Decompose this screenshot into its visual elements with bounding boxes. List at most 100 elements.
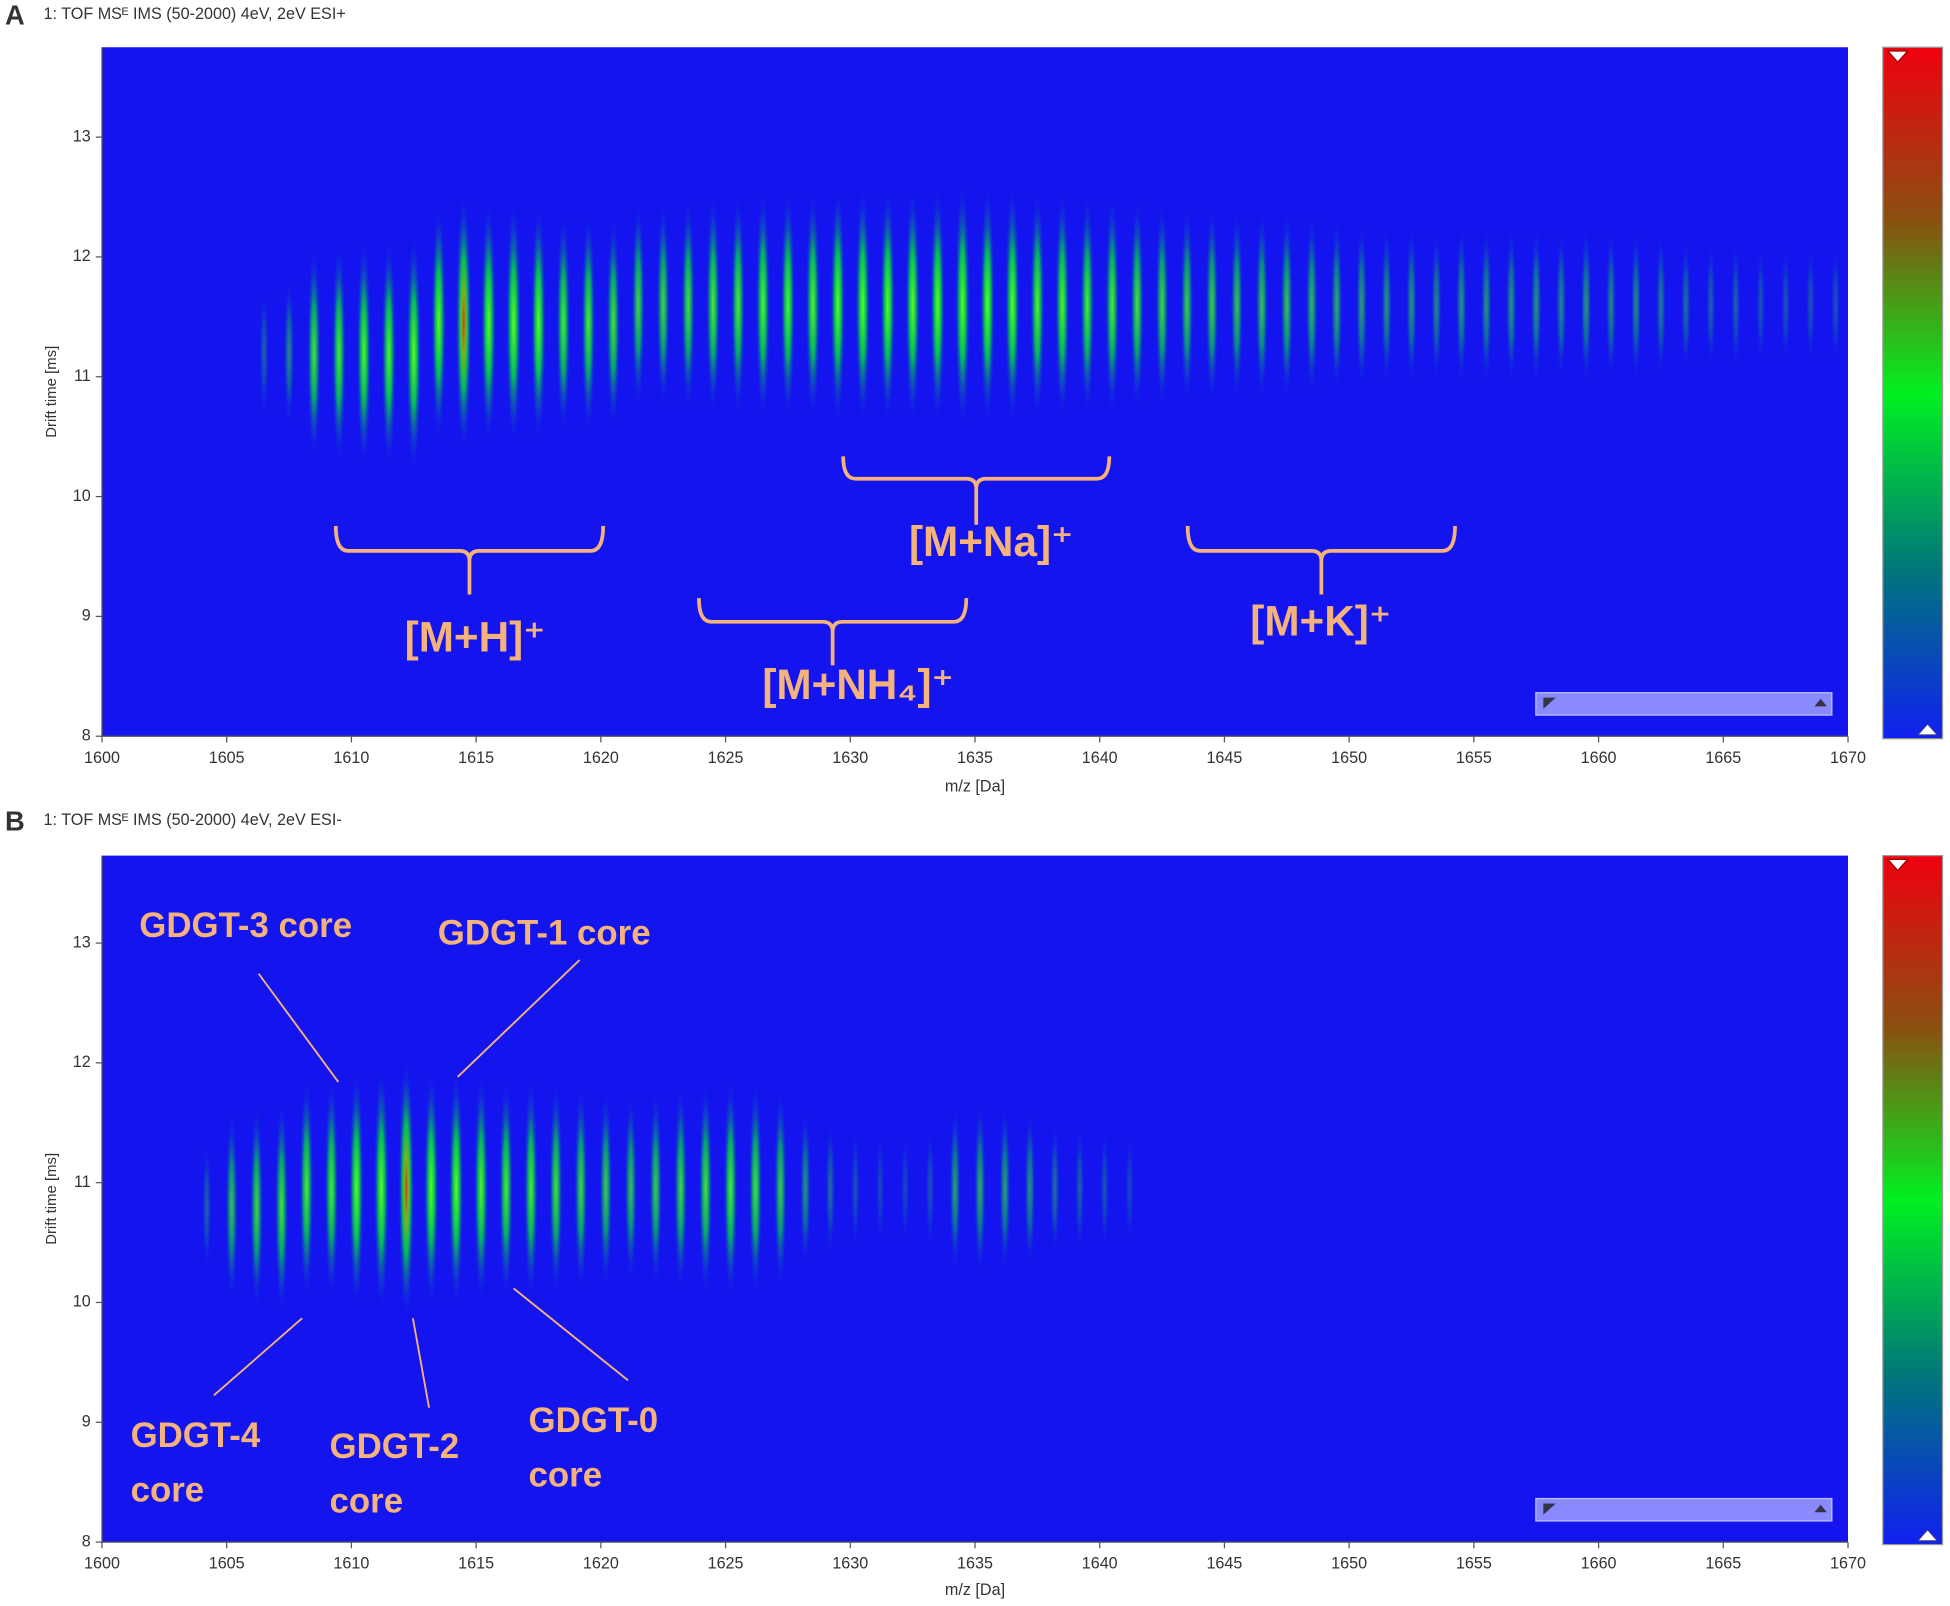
peak bbox=[599, 1088, 613, 1290]
annotation-label: [M+H]⁺ bbox=[405, 614, 546, 661]
peak bbox=[1255, 208, 1269, 402]
peak bbox=[1830, 243, 1841, 367]
annotation-bracket bbox=[1185, 526, 1457, 595]
peak bbox=[830, 184, 846, 425]
peak bbox=[880, 184, 896, 425]
peak bbox=[1680, 235, 1691, 375]
peak bbox=[1805, 243, 1816, 367]
x-tick-label: 1645 bbox=[1206, 1555, 1242, 1573]
annotation-label: [M+Na]⁺ bbox=[909, 518, 1073, 565]
annotation-label: core bbox=[529, 1456, 603, 1495]
x-tick-label: 1655 bbox=[1456, 1555, 1492, 1573]
peak bbox=[973, 1099, 987, 1278]
annotation-label: GDGT-2 bbox=[330, 1427, 460, 1466]
peak bbox=[523, 1076, 539, 1301]
annotation-leader bbox=[411, 1318, 430, 1408]
color-bar-min-marker bbox=[1916, 1528, 1939, 1542]
peak bbox=[1074, 1123, 1085, 1255]
annotation-label: [M+K]⁺ bbox=[1250, 597, 1391, 644]
peak bbox=[581, 210, 596, 436]
peak bbox=[780, 188, 796, 422]
y-tick-label: 8 bbox=[82, 1532, 91, 1550]
peak bbox=[1405, 223, 1418, 387]
peak bbox=[799, 1107, 812, 1270]
annotation-leader bbox=[213, 1317, 303, 1397]
y-tick-label: 9 bbox=[82, 607, 91, 625]
peak bbox=[274, 1098, 289, 1316]
x-tick-label: 1625 bbox=[708, 749, 744, 767]
x-tick-label: 1650 bbox=[1331, 1555, 1367, 1573]
peak bbox=[1605, 227, 1617, 383]
color-bar-min-marker bbox=[1916, 722, 1939, 736]
peak bbox=[723, 1076, 738, 1301]
peak bbox=[331, 240, 347, 466]
peak bbox=[1180, 204, 1194, 406]
scroll-left bbox=[1543, 1503, 1556, 1515]
panel-label: B bbox=[5, 805, 25, 836]
annotation-leader bbox=[513, 1287, 629, 1382]
peak bbox=[431, 202, 447, 443]
x-tick-label: 1655 bbox=[1456, 749, 1492, 767]
x-tick-label: 1660 bbox=[1581, 749, 1617, 767]
annotation-label: GDGT-1 core bbox=[438, 913, 651, 952]
peak bbox=[850, 1126, 860, 1251]
peak bbox=[954, 180, 971, 429]
peak bbox=[979, 184, 995, 425]
peak bbox=[1505, 223, 1517, 387]
annotation-label: GDGT-3 core bbox=[139, 906, 352, 945]
peak bbox=[1054, 188, 1070, 422]
peak bbox=[1130, 196, 1145, 414]
peak bbox=[249, 1102, 264, 1312]
peak bbox=[1280, 208, 1294, 402]
peak bbox=[299, 1076, 314, 1301]
peak bbox=[201, 1141, 212, 1273]
peak bbox=[473, 1072, 489, 1305]
annotation-label: core bbox=[330, 1482, 404, 1521]
peak bbox=[1780, 243, 1791, 367]
peak bbox=[530, 202, 547, 443]
peak bbox=[631, 200, 646, 410]
scroll-right bbox=[1814, 1504, 1827, 1513]
peak bbox=[624, 1091, 638, 1286]
peak bbox=[1380, 223, 1393, 387]
peak bbox=[930, 184, 946, 425]
y-axis-label: Drift time [ms] bbox=[43, 1153, 60, 1245]
peak bbox=[705, 192, 721, 418]
annotation-label: core bbox=[131, 1471, 205, 1510]
color-bar bbox=[1882, 46, 1944, 740]
x-tick-label: 1650 bbox=[1331, 749, 1367, 767]
x-axis-label: m/z [Da] bbox=[945, 1581, 1005, 1599]
x-tick-label: 1620 bbox=[583, 1555, 619, 1573]
peak bbox=[505, 198, 522, 447]
peak bbox=[999, 1103, 1011, 1274]
peak bbox=[925, 1126, 935, 1251]
panel: B 1: TOF MSᴱ IMS (50-2000) 4eV, 2eV ESI- 1… bbox=[5, 805, 1944, 1599]
x-tick-label: 1600 bbox=[84, 749, 120, 767]
peak bbox=[1705, 239, 1716, 371]
peak bbox=[1004, 184, 1020, 425]
peak bbox=[1630, 227, 1642, 383]
peak bbox=[307, 244, 321, 462]
scrollbar bbox=[1535, 1497, 1833, 1522]
y-tick-label: 11 bbox=[74, 1173, 91, 1191]
peak bbox=[755, 188, 771, 422]
y-axis-label: Drift time [ms] bbox=[43, 346, 60, 438]
panel-title: 1: TOF MSᴱ IMS (50-2000) 4eV, 2eV ESI+ bbox=[44, 5, 346, 23]
peak bbox=[548, 1080, 563, 1298]
x-tick-label: 1630 bbox=[832, 1555, 868, 1573]
peak bbox=[805, 188, 821, 422]
peak bbox=[748, 1080, 763, 1298]
x-tick-label: 1665 bbox=[1705, 1555, 1741, 1573]
peak bbox=[905, 184, 921, 425]
peak bbox=[1430, 227, 1442, 383]
panel: A 1: TOF MSᴱ IMS (50-2000) 4eV, 2eV ESI+ 1… bbox=[5, 0, 1944, 795]
peak bbox=[1305, 212, 1318, 398]
peak bbox=[574, 1084, 588, 1294]
x-tick-label: 1670 bbox=[1830, 1555, 1866, 1573]
peak bbox=[556, 210, 571, 436]
annotation-label: GDGT-4 bbox=[131, 1416, 261, 1455]
x-tick-label: 1635 bbox=[957, 1555, 993, 1573]
x-tick-label: 1610 bbox=[333, 749, 369, 767]
peak bbox=[1355, 219, 1368, 390]
color-bar bbox=[1882, 854, 1944, 1546]
